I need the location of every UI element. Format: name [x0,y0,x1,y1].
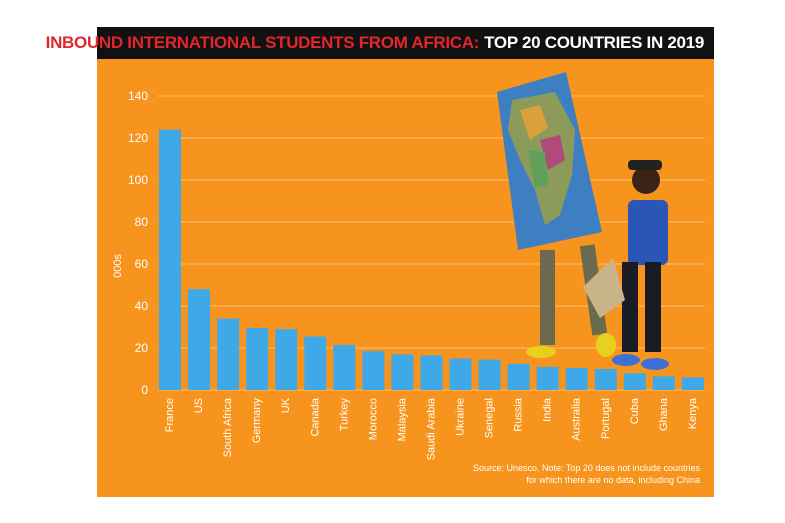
bar-france [159,129,181,390]
bar-saudi-arabia [420,355,443,390]
bar-australia [565,367,588,390]
y-tick-label: 60 [135,257,149,271]
y-tick-label: 80 [135,215,149,229]
x-tick-label: Canada [309,397,321,436]
x-tick-label: Ghana [658,397,670,431]
y-tick-label: 0 [141,383,148,397]
x-tick-label: Turkey [338,398,350,432]
source-note: Source: Unesco. Note: Top 20 does not in… [420,462,700,486]
y-tick-label: 100 [128,173,148,187]
bar-malaysia [391,354,414,390]
bar-ghana [652,376,675,390]
x-tick-label: Germany [251,398,263,444]
bar-south-africa [217,318,240,390]
bar-senegal [478,359,501,390]
x-tick-label: US [193,398,205,413]
x-tick-label: UK [280,397,292,413]
bar-turkey [333,344,356,390]
y-tick-label: 120 [128,131,148,145]
x-tick-label: Saudi Arabia [425,397,437,460]
x-tick-label: India [542,397,554,422]
x-tick-label: Ukraine [455,398,467,436]
chart-title-sub: TOP 20 COUNTRIES IN 2019 [484,33,704,52]
y-axis-label: 000s [112,254,124,278]
bar-germany [246,328,269,390]
x-tick-label: Australia [571,397,583,441]
bar-us [188,289,211,390]
x-tick-label: South Africa [222,397,234,457]
bar-cuba [623,373,646,390]
x-tick-label: Morocco [367,398,379,440]
bar-portugal [594,369,617,390]
bar-kenya [681,377,704,390]
bar-uk [275,329,298,390]
bar-morocco [362,351,385,390]
bar-india [536,366,559,390]
x-tick-label: France [164,398,176,432]
bar-ukraine [449,358,472,390]
source-note-line1: Source: Unesco. Note: Top 20 does not in… [473,463,700,473]
x-tick-label: Kenya [687,397,699,429]
chart-title-main: INBOUND INTERNATIONAL STUDENTS FROM AFRI… [45,33,480,52]
y-tick-label: 40 [135,299,149,313]
y-tick-label: 140 [128,89,148,103]
chart-title: INBOUND INTERNATIONAL STUDENTS FROM AFRI… [46,27,714,59]
bar-canada [304,336,327,390]
bar-russia [507,363,530,390]
y-tick-label: 20 [135,341,149,355]
x-tick-label: Senegal [484,398,496,438]
source-note-line2: for which there are no data, including C… [526,475,700,485]
x-tick-label: Malaysia [396,397,408,441]
x-tick-label: Portugal [600,398,612,439]
x-tick-label: Cuba [629,397,641,424]
x-tick-label: Russia [513,397,525,432]
